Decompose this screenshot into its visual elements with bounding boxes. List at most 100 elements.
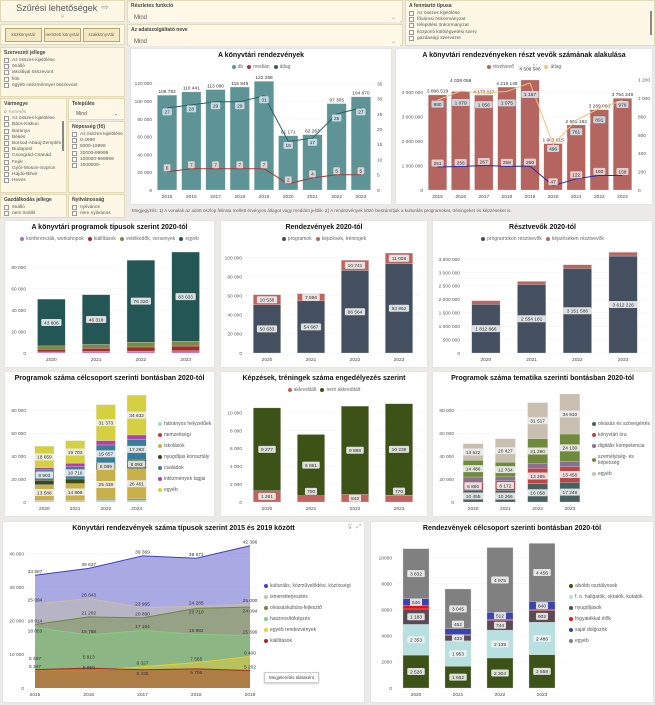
checkbox[interactable] [72,162,77,168]
bar-segment[interactable] [126,434,147,440]
bar-segment[interactable] [229,86,250,191]
checkbox-item[interactable]: gazdasági szervezet [409,35,651,41]
scrollbar[interactable] [650,11,652,35]
library-button-special[interactable]: szakkönyvtár [83,28,120,42]
bar-segment[interactable] [302,134,323,191]
checkbox-item[interactable]: 100000-999999 [72,156,121,162]
checkbox-item[interactable]: Baranya [4,128,63,134]
checkbox-item[interactable]: 5000-19999 [72,144,121,150]
bar-segment[interactable] [34,467,55,471]
checkbox[interactable] [72,205,77,210]
library-button-public[interactable]: közkönyvtár [5,28,42,42]
checkbox[interactable] [4,171,9,177]
checkbox-item[interactable]: önálló [4,205,63,210]
checkbox[interactable] [72,150,77,156]
settlement-dropdown[interactable]: Mind ⌄ [72,110,122,118]
bar-segment[interactable] [65,463,85,467]
bar-segment[interactable] [527,463,548,469]
checkbox-item[interactable]: 0-4999 [72,138,121,144]
checkbox[interactable] [72,138,77,144]
bar-segment[interactable] [495,476,516,482]
bar-segment[interactable] [157,95,177,191]
checkbox[interactable] [4,178,9,184]
checkbox[interactable] [4,116,9,122]
checkbox-item[interactable]: önálló [4,64,121,70]
checkbox[interactable] [72,132,77,137]
library-button-national[interactable]: nemzeti könyvtár [44,28,81,42]
checkbox-item[interactable]: 20000-99999 [72,150,121,156]
checkbox[interactable] [4,64,9,70]
checkbox[interactable] [4,147,9,153]
bar-segment[interactable] [517,281,546,285]
bar-segment[interactable] [96,499,116,503]
county-search[interactable]: ⌕ Keresés [4,109,63,116]
checkbox-item[interactable]: nem önálló [4,211,63,217]
checkbox-item[interactable]: Hajdú-Bihar [4,171,63,177]
bar-segment[interactable] [82,348,111,352]
checkbox-item[interactable]: Budapest [4,147,63,153]
checkbox[interactable] [409,35,414,41]
checkbox-item[interactable]: Az összes kijelölése [4,116,63,122]
bar-segment[interactable] [297,495,325,503]
checkbox-item[interactable]: Borsod-Abaúj-Zemplén [4,140,63,146]
checkbox-item[interactable]: Heves [4,178,63,184]
checkbox[interactable] [4,205,9,210]
checkbox[interactable] [72,156,77,162]
checkbox[interactable] [409,17,414,23]
expand-icon[interactable]: ⤢ [356,524,361,530]
bar-segment[interactable] [82,344,111,349]
checkbox[interactable] [4,128,9,134]
checkbox[interactable] [4,153,9,159]
bar-segment[interactable] [559,461,581,467]
bar-segment[interactable] [37,351,66,354]
bar-segment[interactable] [82,351,111,354]
bar-segment[interactable] [171,345,200,352]
bar-segment[interactable] [126,499,147,503]
bar-segment[interactable] [205,89,226,191]
detailed-function-dropdown[interactable]: Mind ⌄ [130,13,400,22]
bar-segment[interactable] [126,350,155,354]
bar-segment[interactable] [126,342,155,348]
checkbox[interactable] [4,159,9,165]
bar-segment[interactable] [37,345,66,350]
checkbox-item[interactable]: Győr-Moson-Sopron [4,165,63,171]
bar-segment[interactable] [126,346,155,352]
bar-segment[interactable] [96,440,116,446]
checkbox-item[interactable]: fővárosi önkormányzat [409,17,651,23]
bar-segment[interactable] [471,300,501,305]
checkbox[interactable] [4,211,9,217]
checkbox-item[interactable]: Fejér [4,159,63,165]
scrollbar[interactable] [62,121,64,151]
bar-segment[interactable] [34,479,55,485]
checkbox-item[interactable]: nyilvános [72,205,121,210]
checkbox-item[interactable]: Az összes kijelölése [72,132,123,137]
checkbox[interactable] [4,82,9,88]
checkbox-item[interactable]: Az összes kijelölése [409,11,651,16]
bar-segment[interactable] [171,350,200,354]
bar-segment[interactable] [351,96,371,191]
bar-segment[interactable] [608,252,638,257]
checkbox-item[interactable]: Csongrád-Csanád [4,153,63,159]
checkbox[interactable] [409,11,414,16]
bar-segment[interactable] [563,264,592,269]
bar-segment[interactable] [126,498,147,501]
bar-segment[interactable] [171,341,200,347]
bar-segment[interactable] [444,628,472,635]
checkbox-item[interactable]: Az összes kijelölése [4,58,121,63]
bar-segment[interactable] [278,135,299,191]
checkbox-item[interactable]: fiók [4,76,121,82]
bar-segment[interactable] [65,478,85,484]
bar-segment[interactable] [37,348,66,353]
provider-name-dropdown[interactable]: Mind ⌄ [130,37,400,46]
bar-segment[interactable] [462,476,484,483]
checkbox[interactable] [72,211,77,217]
checkbox[interactable] [4,58,9,63]
checkbox-item[interactable]: nem nyilvános [72,211,121,217]
bar-segment[interactable] [402,605,430,610]
bar-segment[interactable] [385,494,413,503]
checkbox[interactable] [409,23,414,29]
checkbox-item[interactable]: települési önkormányzat [409,23,651,29]
checkbox[interactable] [4,140,9,146]
checkbox[interactable] [409,29,414,35]
checkbox-item[interactable]: 1000000- [72,162,121,168]
